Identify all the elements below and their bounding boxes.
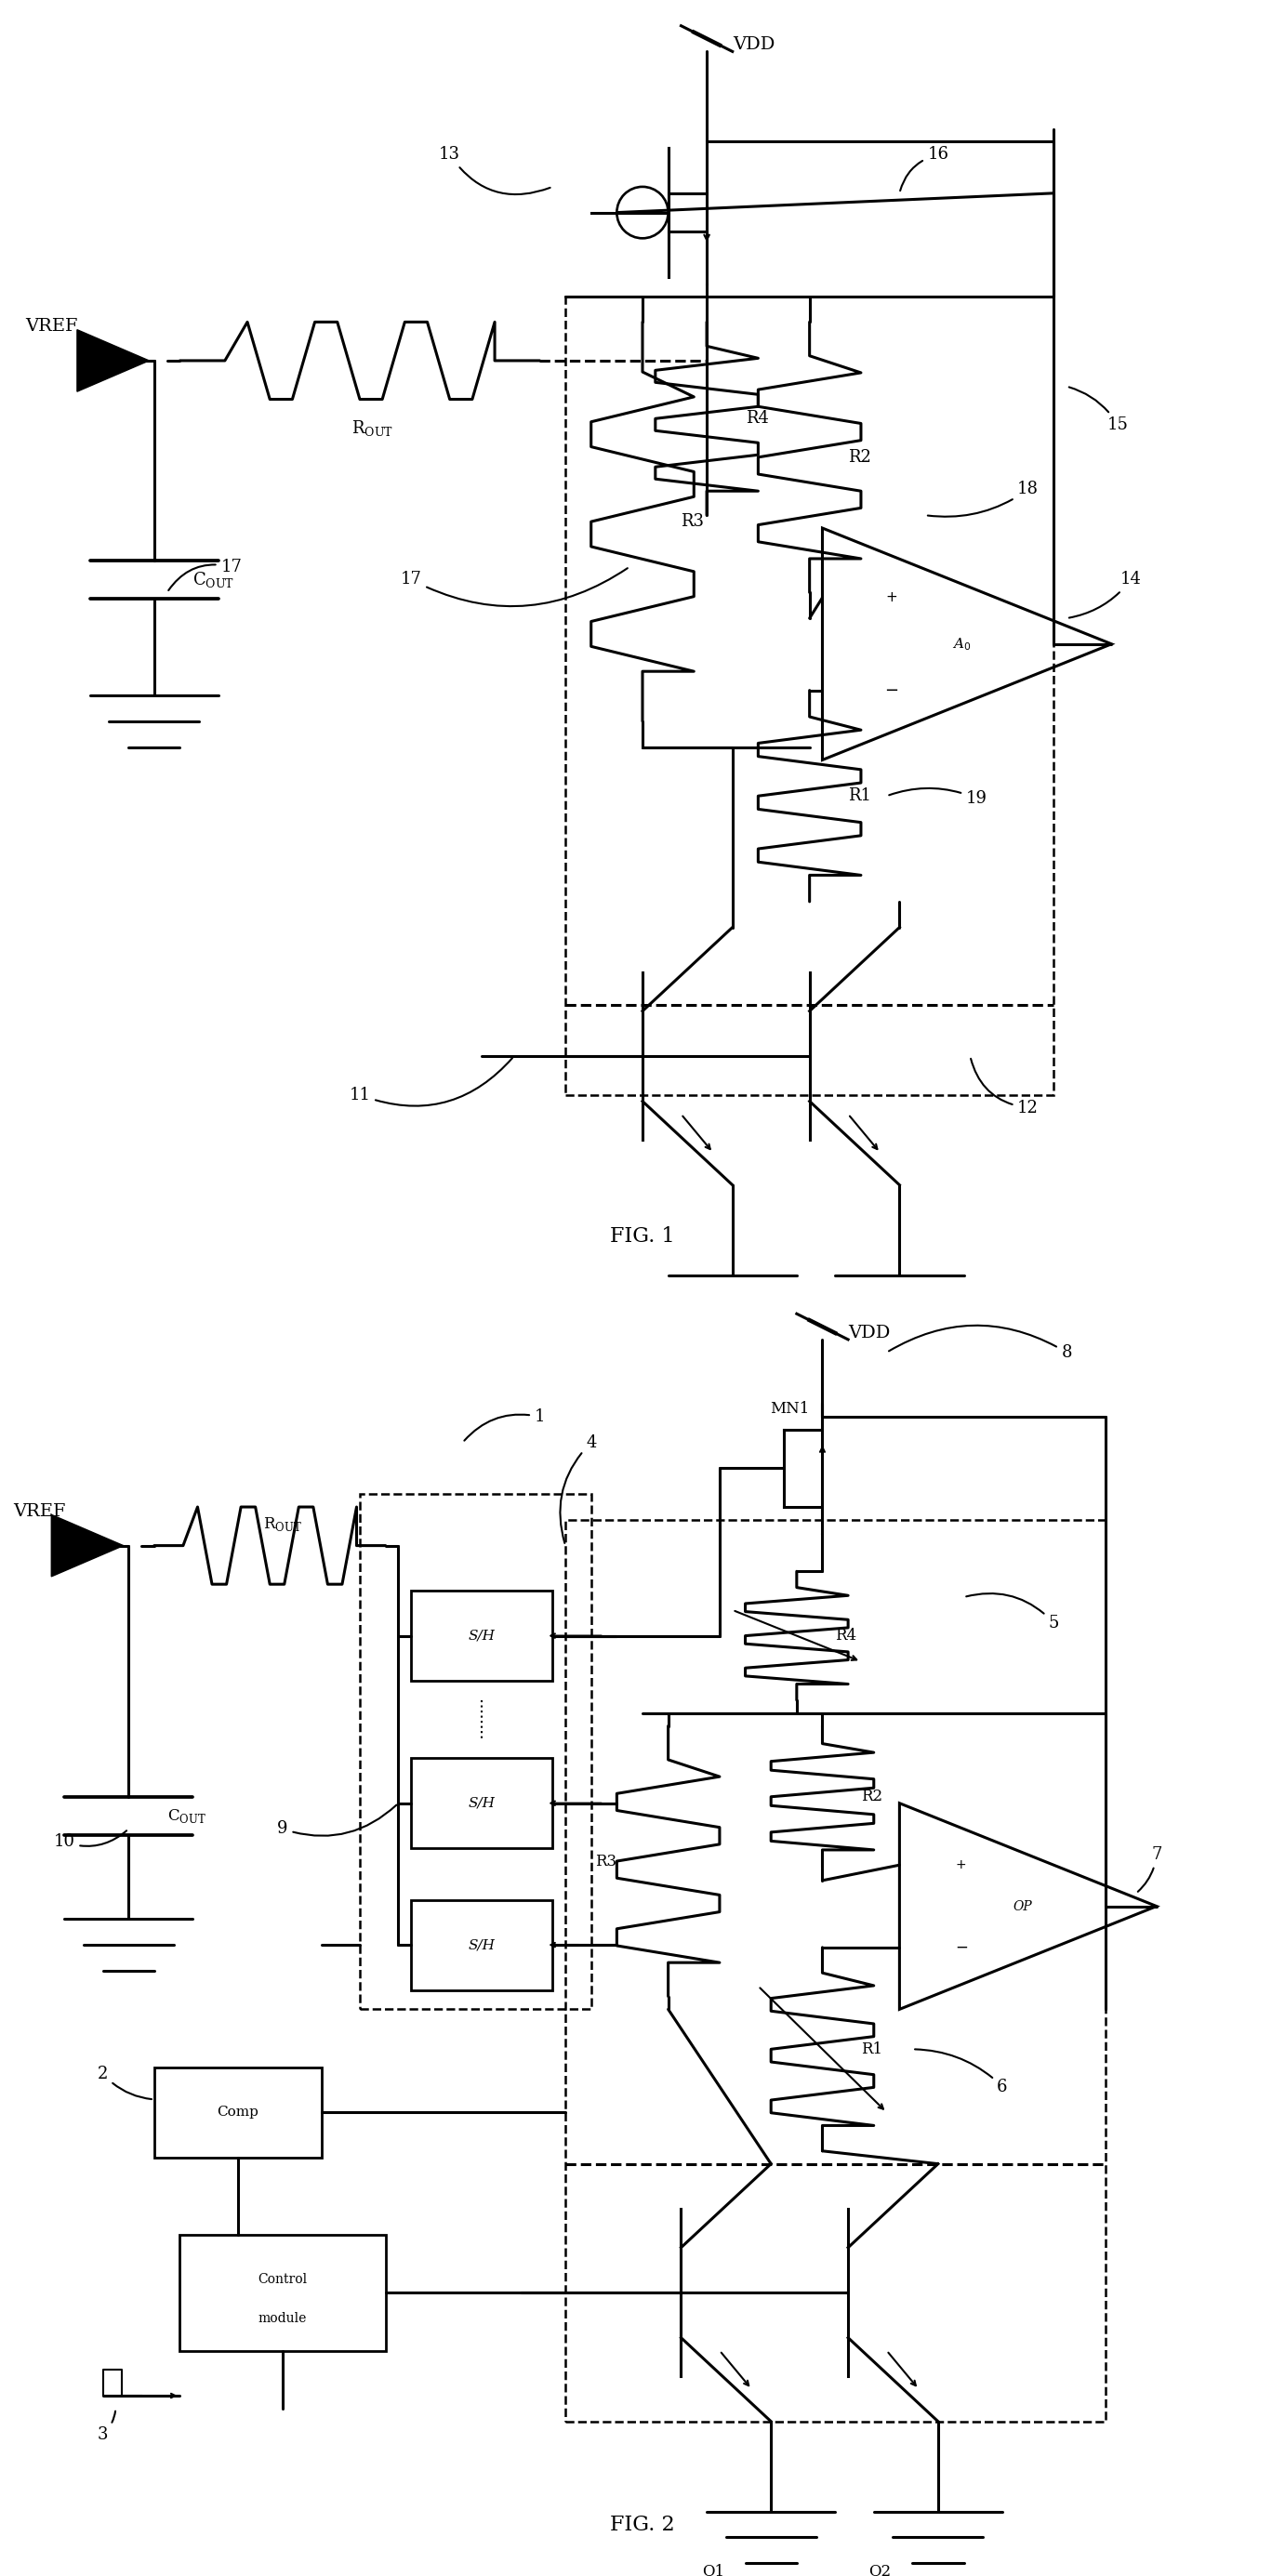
Text: −: − <box>955 1940 968 1955</box>
Bar <box>154 2066 321 2159</box>
Text: C$_{\mathregular{OUT}}$: C$_{\mathregular{OUT}}$ <box>167 1808 206 1824</box>
Text: VREF: VREF <box>26 319 78 335</box>
Text: Control: Control <box>258 2272 307 2287</box>
Text: 1: 1 <box>464 1409 545 1440</box>
Bar <box>180 2233 386 2349</box>
Text: FIG. 1: FIG. 1 <box>610 1226 675 1247</box>
Bar <box>411 1589 553 1682</box>
Text: VDD: VDD <box>848 1324 891 1342</box>
Text: 17: 17 <box>401 569 627 605</box>
Text: 17: 17 <box>168 559 242 590</box>
Text: 16: 16 <box>901 147 948 191</box>
Text: 9: 9 <box>278 1806 397 1837</box>
Text: 5: 5 <box>966 1595 1059 1631</box>
Text: OP: OP <box>1013 1899 1033 1914</box>
Text: 2: 2 <box>98 2066 152 2099</box>
Text: 8: 8 <box>889 1327 1072 1360</box>
Text: R4: R4 <box>745 410 768 428</box>
Text: R3: R3 <box>595 1852 617 1870</box>
Text: 13: 13 <box>439 147 550 193</box>
Text: S/H: S/H <box>469 1937 495 1953</box>
Text: R2: R2 <box>861 1788 883 1806</box>
Text: 14: 14 <box>1069 572 1141 618</box>
Bar <box>411 1757 553 1850</box>
Text: VREF: VREF <box>13 1504 66 1520</box>
Text: FIG. 2: FIG. 2 <box>610 2514 675 2535</box>
Text: 3: 3 <box>98 2411 116 2442</box>
Text: Comp: Comp <box>217 2105 258 2120</box>
Text: 4: 4 <box>560 1435 596 1543</box>
Text: A$_0$: A$_0$ <box>952 636 970 652</box>
Text: R1: R1 <box>848 788 871 804</box>
Text: R1: R1 <box>861 2040 883 2058</box>
Text: +: + <box>885 590 898 605</box>
Text: 6: 6 <box>915 2050 1007 2094</box>
Text: 15: 15 <box>1069 386 1128 433</box>
Text: 7: 7 <box>1139 1847 1162 1891</box>
Text: 18: 18 <box>928 482 1038 518</box>
Polygon shape <box>77 330 149 392</box>
Bar <box>565 1520 1105 2421</box>
Text: R$_{\mathregular{OUT}}$: R$_{\mathregular{OUT}}$ <box>352 417 393 438</box>
Text: C$_{\mathregular{OUT}}$: C$_{\mathregular{OUT}}$ <box>193 569 235 590</box>
Text: 11: 11 <box>350 1059 513 1105</box>
Bar <box>360 1494 591 2009</box>
Text: R3: R3 <box>681 513 704 531</box>
Text: VDD: VDD <box>732 36 775 54</box>
Text: S/H: S/H <box>469 1795 495 1811</box>
Bar <box>565 296 1054 1095</box>
Text: 19: 19 <box>889 788 987 806</box>
Text: R$_{\mathregular{OUT}}$: R$_{\mathregular{OUT}}$ <box>263 1515 302 1533</box>
Polygon shape <box>51 1515 123 1577</box>
Text: 12: 12 <box>970 1059 1038 1115</box>
Text: MN1: MN1 <box>770 1401 810 1417</box>
Text: Q2: Q2 <box>869 2563 892 2576</box>
Text: 10: 10 <box>54 1832 126 1850</box>
Text: S/H: S/H <box>469 1628 495 1643</box>
Text: R2: R2 <box>848 448 871 466</box>
Text: R4: R4 <box>835 1628 857 1643</box>
Bar <box>411 1901 553 1989</box>
Text: −: − <box>885 683 898 698</box>
Text: module: module <box>258 2311 307 2326</box>
Text: +: + <box>956 1857 966 1873</box>
Text: Q1: Q1 <box>702 2563 725 2576</box>
